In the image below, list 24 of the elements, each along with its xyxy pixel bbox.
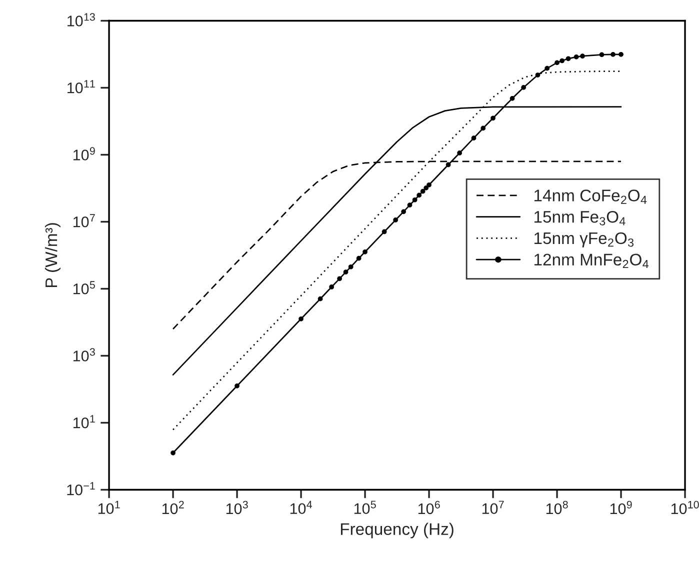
x-tick-label: 10$^{8}$ (546, 500, 568, 514)
x-tick-label: 10$^{2}$ (162, 500, 184, 514)
x-tick-label: 10$^{3}$ (226, 500, 248, 514)
x-tick-label: 10$^{1}$ (98, 500, 120, 514)
x-axis-title: Frequency (Hz) (340, 522, 454, 538)
y-axis-title: P (W/m³) (44, 223, 60, 288)
y-tick-label: 10$^{7}$ (73, 214, 95, 228)
legend-label: 15nm γFe$_{2}$O$_{3}$ (534, 232, 634, 248)
y-tick-label: 10$^{−1}$ (67, 482, 95, 496)
y-tick-label: 10$^{9}$ (73, 147, 95, 160)
x-tick-label: 10$^{7}$ (482, 500, 504, 514)
legend-label: 14nm CoFe$_{2}$O$_{4}$ (534, 190, 647, 204)
y-tick-label: 10$^{5}$ (73, 281, 95, 294)
x-tick-label: 10$^{4}$ (290, 500, 312, 514)
y-tick-label: 10$^{11}$ (68, 80, 95, 94)
legend-label: 12nm MnFe$_{2}$O$_{4}$ (534, 254, 649, 268)
x-tick-label: 10$^{6}$ (418, 500, 440, 514)
legend-label: 15nm Fe$_{3}$O$_{4}$ (534, 210, 626, 226)
y-tick-label: 10$^{1}$ (73, 415, 95, 428)
x-tick-label: 10$^{10}$ (671, 500, 699, 514)
y-tick-label: 10$^{13}$ (68, 13, 95, 26)
x-tick-label: 10$^{9}$ (610, 500, 632, 514)
y-tick-label: 10$^{3}$ (73, 348, 95, 362)
x-tick-label: 10$^{5}$ (354, 500, 376, 514)
